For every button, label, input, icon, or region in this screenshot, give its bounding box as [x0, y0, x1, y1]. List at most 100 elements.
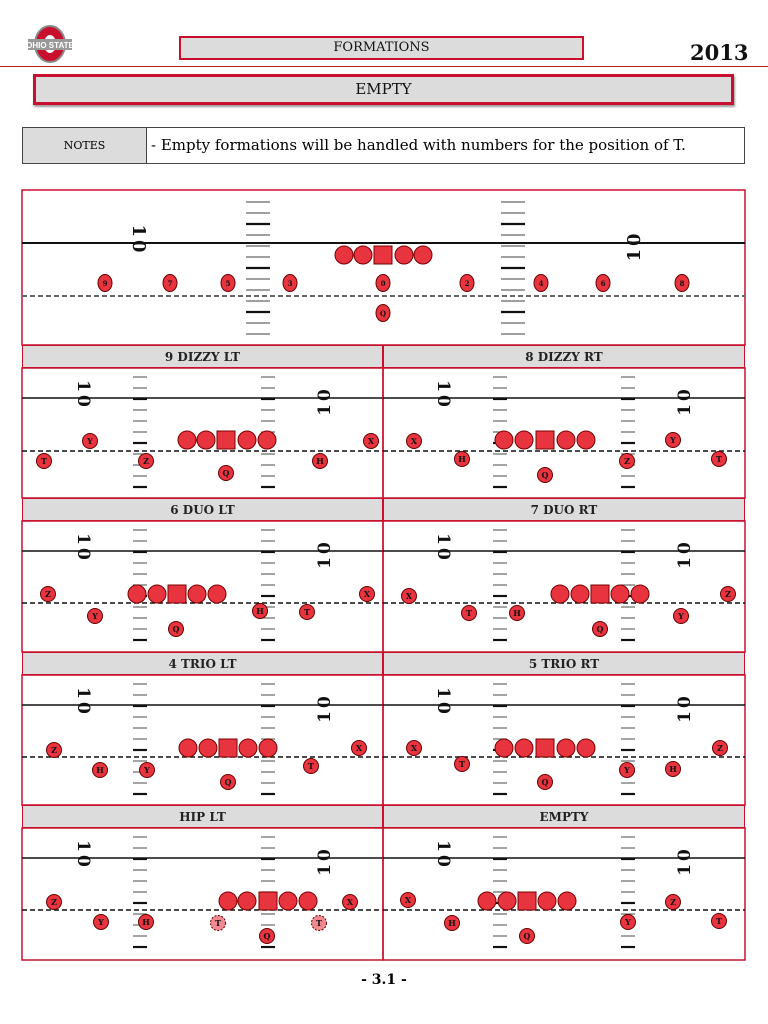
player-q: Q — [220, 774, 236, 790]
player-circle — [220, 774, 236, 790]
player-circle — [351, 740, 367, 756]
player-label: H — [458, 454, 466, 464]
player-circle — [46, 894, 62, 910]
player-q: Q — [592, 621, 608, 637]
lineman-circle — [218, 891, 238, 911]
formation-panel: 10 10 X Y H Z T Q — [382, 367, 746, 499]
center-square — [216, 430, 236, 450]
formation-title: 8 DIZZY RT — [383, 345, 745, 368]
panel-border — [382, 827, 746, 961]
yard-number: 10 — [675, 539, 695, 569]
player-circle — [400, 892, 416, 908]
player-label: 3 — [288, 279, 293, 288]
yard-number: 10 — [73, 840, 93, 870]
player-x: X — [359, 586, 375, 602]
player-circle — [82, 433, 98, 449]
player-z: Z — [46, 742, 62, 758]
player-circle — [711, 451, 727, 467]
center-square — [258, 891, 278, 911]
player-circle — [375, 304, 391, 322]
player-t: T — [303, 758, 319, 774]
player-3: 3 — [282, 274, 298, 292]
player-circle — [454, 756, 470, 772]
player-label: 8 — [680, 279, 685, 288]
player-circle — [92, 762, 108, 778]
player-label: H — [96, 765, 104, 775]
player-z: Z — [138, 453, 154, 469]
player-h: H — [138, 914, 154, 930]
player-x: X — [406, 740, 422, 756]
lineman-circle — [576, 430, 596, 450]
formation-panel: 10 10 X Z H Q Y T — [382, 827, 746, 961]
center-square — [517, 891, 537, 911]
player-label: X — [368, 436, 375, 446]
center-square — [535, 430, 555, 450]
player-label: T — [41, 456, 47, 466]
formation-panel: 10 10 Z X Y H T T Q — [21, 827, 384, 961]
yard-number: 10 — [315, 386, 335, 416]
notes-label: NOTES — [23, 128, 147, 163]
player-circle — [87, 608, 103, 624]
player-label: Y — [97, 917, 104, 927]
player-y: Y — [139, 762, 155, 778]
player-circle — [665, 894, 681, 910]
yard-number: 10 — [433, 687, 453, 717]
player-y: Y — [93, 914, 109, 930]
center-square — [590, 584, 610, 604]
player-circle — [519, 928, 535, 944]
lineman-circle — [238, 738, 258, 758]
player-circle — [595, 274, 611, 292]
section-title: FORMATIONS — [179, 36, 584, 60]
lineman-circle — [556, 430, 576, 450]
lineman-circle — [178, 738, 198, 758]
panel-border — [382, 674, 746, 806]
player-label: Q — [542, 777, 549, 787]
player-y: Y — [87, 608, 103, 624]
lineman-circle — [570, 584, 590, 604]
player-circle — [168, 621, 184, 637]
player-label: X — [411, 743, 418, 753]
yard-number: 10 — [433, 533, 453, 563]
player-h: H — [92, 762, 108, 778]
player-circle — [40, 586, 56, 602]
player-circle — [363, 433, 379, 449]
player-label: 6 — [601, 279, 606, 288]
player-t: T — [210, 915, 226, 931]
lineman-circle — [477, 891, 497, 911]
notes-text: - Empty formations will be handled with … — [151, 136, 686, 154]
lineman-circle — [494, 738, 514, 758]
panel-border — [382, 367, 746, 499]
player-label: Z — [725, 589, 731, 599]
player-y: Y — [619, 762, 635, 778]
player-circle — [162, 274, 178, 292]
lineman-circle — [237, 430, 257, 450]
player-circle — [720, 586, 736, 602]
lineman-circle — [278, 891, 298, 911]
player-circle — [537, 774, 553, 790]
lineman-circle — [610, 584, 630, 604]
player-label: T — [716, 916, 722, 926]
player-2: 2 — [459, 274, 475, 292]
player-circle — [673, 608, 689, 624]
player-q: Q — [537, 774, 553, 790]
formation-panel: 10 10 Z X Y H T Q — [21, 520, 384, 653]
player-label: Q — [597, 624, 604, 634]
player-circle — [533, 274, 549, 292]
player-t: T — [299, 604, 315, 620]
player-t: T — [36, 453, 52, 469]
yard-number: 10 — [73, 533, 93, 563]
yard-number: 10 — [315, 693, 335, 723]
lineman-circle — [514, 430, 534, 450]
yard-number: 10 — [675, 846, 695, 876]
player-circle — [93, 914, 109, 930]
lineman-circle — [298, 891, 318, 911]
player-circle — [342, 894, 358, 910]
player-label: H — [513, 608, 521, 618]
player-6: 6 — [595, 274, 611, 292]
player-q: Q — [519, 928, 535, 944]
player-9: 9 — [97, 274, 113, 292]
player-label: 9 — [103, 279, 108, 288]
player-t: T — [711, 913, 727, 929]
player-5: 5 — [220, 274, 236, 292]
player-circle — [282, 274, 298, 292]
